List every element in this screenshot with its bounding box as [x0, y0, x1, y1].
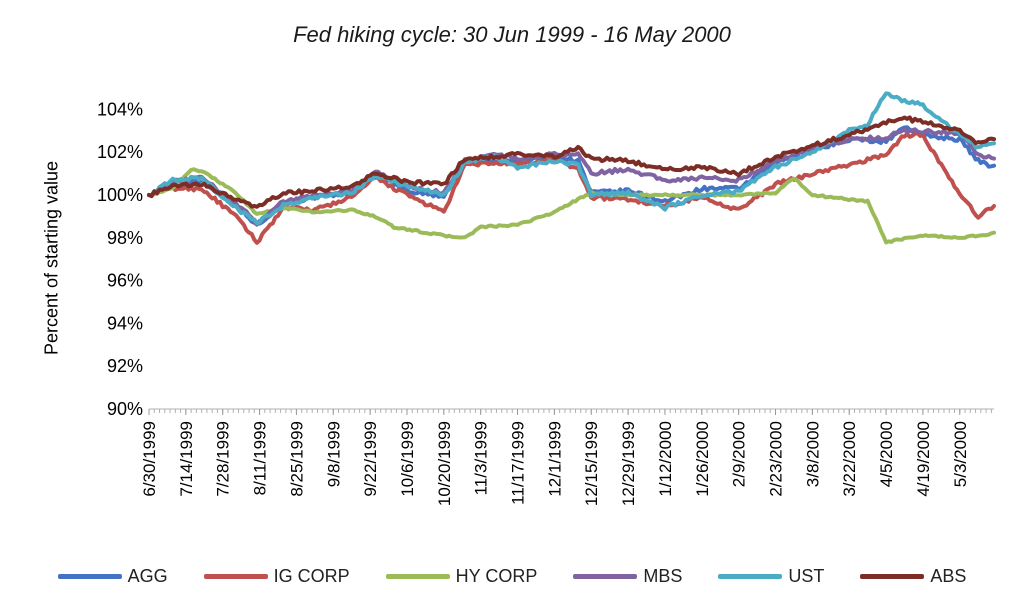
x-tick-label: 10/20/1999	[435, 421, 454, 506]
chart-title: Fed hiking cycle: 30 Jun 1999 - 16 May 2…	[293, 22, 731, 47]
y-tick-label: 92%	[107, 356, 143, 376]
legend-item: AGG	[57, 566, 168, 587]
y-tick-label: 102%	[97, 142, 143, 162]
series-line-mbs	[147, 127, 996, 227]
x-tick-label: 7/14/1999	[177, 421, 196, 497]
x-tick-label: 1/12/2000	[656, 421, 675, 497]
x-tick-label: 11/3/1999	[472, 421, 491, 495]
x-tick-label: 4/5/2000	[877, 421, 896, 487]
x-tick-label: 2/23/2000	[767, 421, 786, 497]
legend-item: UST	[718, 566, 824, 587]
x-tick-label: 10/6/1999	[398, 421, 417, 497]
legend-item: MBS	[573, 566, 682, 587]
x-tick-label: 6/30/1999	[140, 421, 159, 497]
y-tick-label: 90%	[107, 399, 143, 419]
legend-label: MBS	[643, 566, 683, 586]
x-tick-label: 12/1/1999	[545, 421, 564, 497]
legend-label: ABS	[930, 566, 967, 586]
series-line-ust	[147, 91, 996, 226]
x-tick-label: 8/25/1999	[287, 421, 306, 497]
x-tick-label: 5/3/2000	[951, 421, 970, 487]
legend-item: ABS	[860, 566, 966, 587]
legend-swatch	[860, 574, 925, 579]
x-tick-label: 1/26/2000	[693, 421, 712, 497]
x-tick-label: 12/15/1999	[582, 421, 601, 506]
x-tick-label: 9/22/1999	[361, 421, 380, 497]
y-tick-label: 98%	[107, 228, 143, 248]
chart-legend: AGG IG CORP HY CORP MBS UST ABS	[0, 566, 1024, 587]
x-tick-label: 3/8/2000	[803, 421, 822, 487]
y-tick-label: 96%	[107, 271, 143, 291]
x-tick-label: 2/9/2000	[730, 421, 749, 487]
y-tick-label: 104%	[97, 99, 143, 119]
y-tick-label: 100%	[97, 185, 143, 205]
series-line-hy-corp	[147, 167, 996, 245]
legend-item: HY CORP	[385, 566, 538, 587]
x-tick-label: 9/8/1999	[324, 421, 343, 487]
legend-swatch	[385, 574, 450, 579]
legend-swatch	[718, 574, 783, 579]
legend-swatch	[573, 574, 638, 579]
legend-label: UST	[788, 566, 825, 586]
legend-label: AGG	[127, 566, 168, 586]
y-tick-label: 94%	[107, 313, 143, 333]
x-tick-label: 8/11/1999	[251, 421, 270, 495]
legend-swatch	[203, 574, 268, 579]
legend-item: IG CORP	[203, 566, 350, 587]
legend-label: IG CORP	[273, 566, 350, 586]
x-tick-label: 3/22/2000	[840, 421, 859, 497]
x-tick-label: 11/17/1999	[509, 421, 528, 505]
series-line-abs	[147, 115, 996, 209]
x-tick-label: 12/29/1999	[619, 421, 638, 506]
legend-swatch	[57, 574, 122, 579]
x-tick-label: 4/19/2000	[914, 421, 933, 497]
line-chart: 90% 92% 94% 96% 98% 100% 102% 104% 6/30/1999 7/14…	[97, 91, 996, 506]
x-tick-label: 7/28/1999	[214, 421, 233, 497]
legend-label: HY CORP	[455, 566, 538, 586]
